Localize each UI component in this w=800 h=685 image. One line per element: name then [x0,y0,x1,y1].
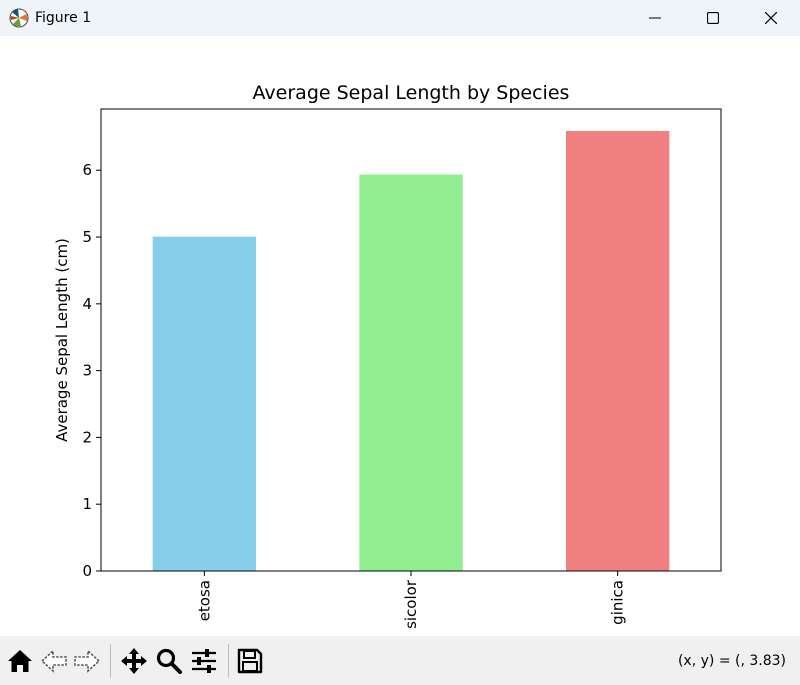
navigation-toolbar: (x, y) = (, 3.83) [0,636,800,685]
pan-button[interactable] [118,645,150,677]
home-button[interactable] [4,645,36,677]
chart-title: Average Sepal Length by Species [253,82,570,104]
y-axis-label: Average Sepal Length (cm) [53,238,71,442]
close-icon [765,12,777,24]
y-tick-label: 2 [82,428,92,446]
back-button[interactable] [38,645,70,677]
window-title: Figure 1 [35,10,92,26]
zoom-button[interactable] [153,645,185,677]
bar-versicolor [359,174,463,571]
y-tick-label: 6 [82,161,92,179]
maximize-icon [707,12,719,24]
title-bar: Figure 1 [0,0,800,36]
x-tick-label: sicolor [402,579,420,629]
matplotlib-app-icon [9,8,29,28]
forward-button[interactable] [71,645,103,677]
y-tick-label: 4 [82,295,92,313]
toolbar-separator [110,644,111,678]
figure-canvas[interactable]: 0 1 2 3 4 5 6 etosa sicolor ginica Average Sepal L… [0,36,800,636]
y-tick-label: 0 [82,562,92,580]
forward-arrow-icon [74,649,101,673]
x-tick-label: ginica [609,580,627,625]
configure-subplots-button[interactable] [188,645,220,677]
x-tick-label: etosa [195,580,213,621]
pan-icon [121,648,147,674]
home-icon [8,650,32,672]
back-arrow-icon [40,649,67,673]
maximize-button[interactable] [684,0,742,36]
toolbar-separator [228,644,229,678]
bar-chart: 0 1 2 3 4 5 6 etosa sicolor ginica Average Sepal L… [53,82,722,629]
configure-subplots-icon [192,649,216,673]
close-button[interactable] [742,0,800,36]
minimize-button[interactable] [626,0,684,36]
save-icon [237,648,263,674]
y-tick-label: 1 [82,495,92,513]
y-tick-label: 3 [82,362,92,380]
cursor-coordinates: (x, y) = (, 3.83) [677,653,786,669]
y-tick-label: 5 [82,228,92,246]
bar-setosa [152,236,256,571]
minimize-icon [649,17,661,19]
save-button[interactable] [234,645,266,677]
zoom-icon [156,648,182,674]
bar-virginica [566,130,670,571]
